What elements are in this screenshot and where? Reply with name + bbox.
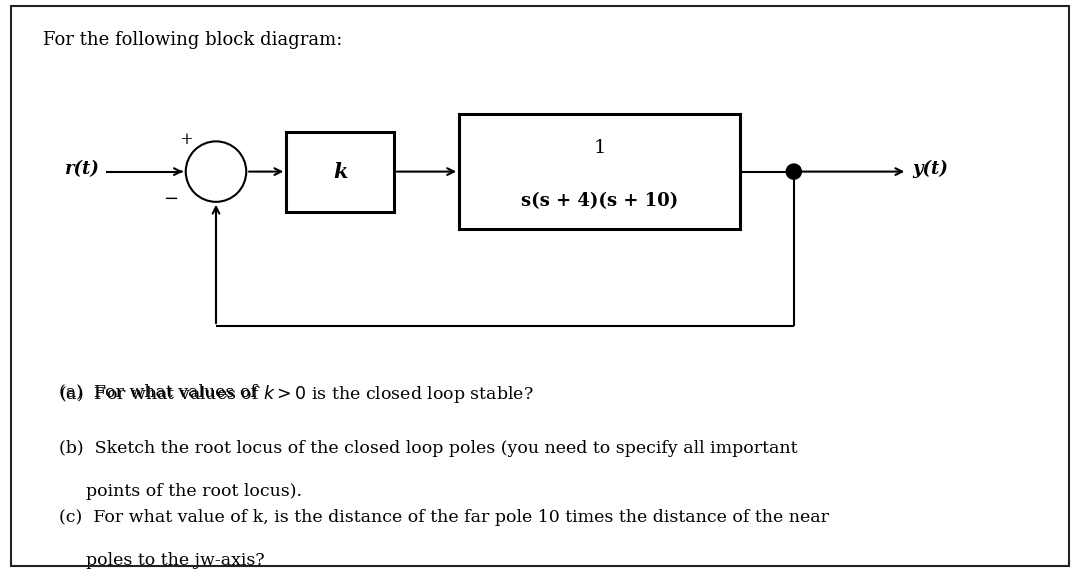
Text: −: − bbox=[163, 190, 178, 208]
Text: k: k bbox=[333, 162, 348, 181]
Bar bbox=[286, 132, 394, 212]
Text: points of the root locus).: points of the root locus). bbox=[86, 483, 302, 500]
Bar bbox=[459, 114, 740, 229]
Text: y(t): y(t) bbox=[913, 160, 948, 178]
Text: (a)  For what values of $k > 0$ is the closed loop stable?: (a) For what values of $k > 0$ is the cl… bbox=[59, 383, 534, 405]
Text: +: + bbox=[179, 131, 192, 148]
Ellipse shape bbox=[786, 164, 801, 179]
Text: (b)  Sketch the root locus of the closed loop poles (you need to specify all imp: (b) Sketch the root locus of the closed … bbox=[59, 440, 798, 458]
Text: r(t): r(t) bbox=[65, 160, 99, 178]
Text: s(s + 4)(s + 10): s(s + 4)(s + 10) bbox=[521, 192, 678, 210]
Text: (a)  For what values of: (a) For what values of bbox=[59, 383, 262, 400]
Text: For the following block diagram:: For the following block diagram: bbox=[43, 31, 342, 49]
Text: poles to the jw-axis?: poles to the jw-axis? bbox=[86, 552, 265, 569]
Text: (c)  For what value of k, is the distance of the far pole 10 times the distance : (c) For what value of k, is the distance… bbox=[59, 509, 829, 526]
Text: 1: 1 bbox=[593, 138, 606, 157]
